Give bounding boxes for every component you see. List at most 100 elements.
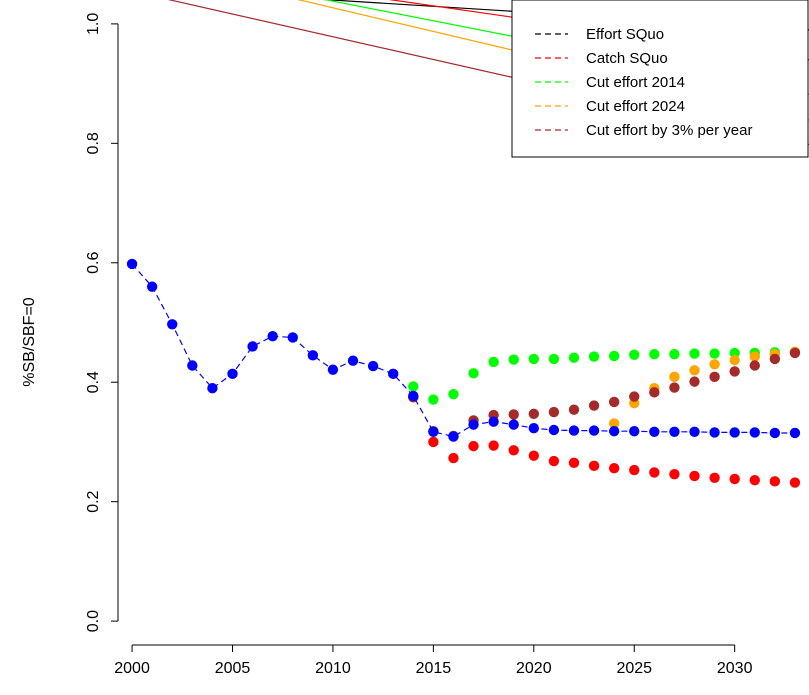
series-0-point [608, 463, 620, 474]
series-4-point [729, 427, 740, 438]
series-4-point [669, 426, 680, 437]
legend-label: Cut effort 2024 [586, 98, 685, 115]
series-4-point [408, 390, 419, 402]
x-tick-label: 2000 [114, 660, 150, 677]
series-4-point [207, 382, 218, 394]
series-1-point [669, 348, 680, 360]
series-1-point [629, 349, 640, 360]
series-4-point [488, 416, 499, 427]
series-3-point [608, 396, 620, 408]
series-4-point [548, 424, 560, 436]
series-3-point [629, 391, 640, 402]
series-1-point [608, 350, 620, 362]
series-4-point [367, 360, 379, 372]
series-0-point [468, 440, 479, 452]
series-4-point [789, 427, 801, 439]
series-0-point [568, 457, 580, 469]
series-1-point [689, 348, 700, 359]
series-0-point [448, 452, 459, 464]
series-4-point [468, 419, 479, 430]
series-0-point [629, 464, 640, 476]
series-1-point [448, 388, 459, 400]
y-tick-label: 1.0 [85, 13, 102, 35]
legend-label: Catch SQuo [586, 50, 668, 67]
series-0-point [749, 474, 760, 486]
series-4-point [126, 258, 138, 270]
series-1-point [649, 348, 660, 360]
series-4-point [629, 425, 640, 437]
series-2-point [689, 365, 700, 376]
x-tick-label: 2025 [616, 660, 652, 677]
series-3-point [789, 347, 801, 359]
series-0-point [528, 450, 540, 461]
x-tick-label: 2005 [215, 660, 251, 677]
series-3-point [709, 371, 720, 383]
series-0-point [649, 467, 660, 478]
series-1-point [488, 356, 499, 368]
series-0-point [689, 470, 700, 482]
series-4-point [608, 425, 620, 437]
legend-label: Cut effort by 3% per year [586, 122, 752, 139]
x-tick-label: 2020 [516, 660, 552, 677]
series-2-point [749, 351, 760, 362]
x-tick-label: 2015 [416, 660, 452, 677]
series-0-point [428, 436, 439, 448]
series-3-point [528, 408, 540, 420]
series-3-point [588, 400, 600, 411]
series-1-point [709, 348, 720, 359]
series-0-point [488, 440, 499, 451]
series-4-point [588, 425, 600, 436]
series-0-point [588, 460, 600, 472]
series-4-point [146, 281, 158, 292]
axes: 2000 2005 2010 2015 2020 2025 2030 0.0 0.2 0.4 0.6… [85, 13, 753, 677]
series-4-point [387, 368, 399, 380]
series-0-point [709, 472, 720, 483]
y-tick-label: 0.8 [85, 132, 102, 154]
series-4-point [167, 319, 178, 330]
series-0-point [548, 455, 560, 467]
x-tick-label: 2030 [717, 660, 753, 677]
series-0-point [769, 476, 781, 487]
series-3-point [649, 387, 660, 398]
series-4-point [689, 426, 700, 437]
series-1-point [508, 354, 519, 365]
series-2-point [608, 418, 620, 429]
series-4-line [131, 263, 795, 438]
legend-label: Effort SQuo [586, 26, 664, 43]
series-4-point [528, 423, 540, 434]
series-4-point [307, 350, 319, 361]
y-tick-label: 0.4 [85, 371, 102, 393]
y-tick-label: 0.2 [85, 490, 102, 512]
series-4-point [709, 427, 720, 438]
series-4-point [568, 425, 580, 436]
legend: Effort SQuo Catch SQuo Cut effort 2014 Cut … [511, 0, 809, 158]
series-2-point [709, 359, 720, 370]
series-1-point [428, 394, 439, 405]
series-4-point [247, 341, 258, 352]
series-3-point [749, 360, 760, 371]
series-1-point [528, 353, 540, 365]
series-3-point [769, 353, 781, 365]
legend-label: Cut effort 2014 [586, 74, 685, 91]
series-4-point [347, 355, 359, 366]
series-0-point [669, 468, 680, 480]
series-4-point [448, 431, 459, 442]
series-4-point [749, 427, 760, 438]
series-3-point [669, 382, 680, 393]
y-axis-title: %SB/SBF=0 [21, 297, 38, 386]
series-2-point [669, 371, 680, 383]
legend-box [511, 0, 809, 158]
series-4-point [327, 364, 339, 375]
series-4-point [508, 419, 519, 430]
series-2-point [729, 354, 740, 366]
y-tick-label: 0.0 [85, 610, 102, 632]
series-1-point [548, 353, 560, 365]
series-3-point [568, 404, 580, 415]
series-4-point [267, 331, 278, 342]
series-1-point [568, 352, 580, 363]
series-4-point [287, 332, 298, 343]
series-3-point [508, 409, 519, 420]
series-0-point [508, 445, 519, 456]
series-4-point [227, 368, 238, 380]
